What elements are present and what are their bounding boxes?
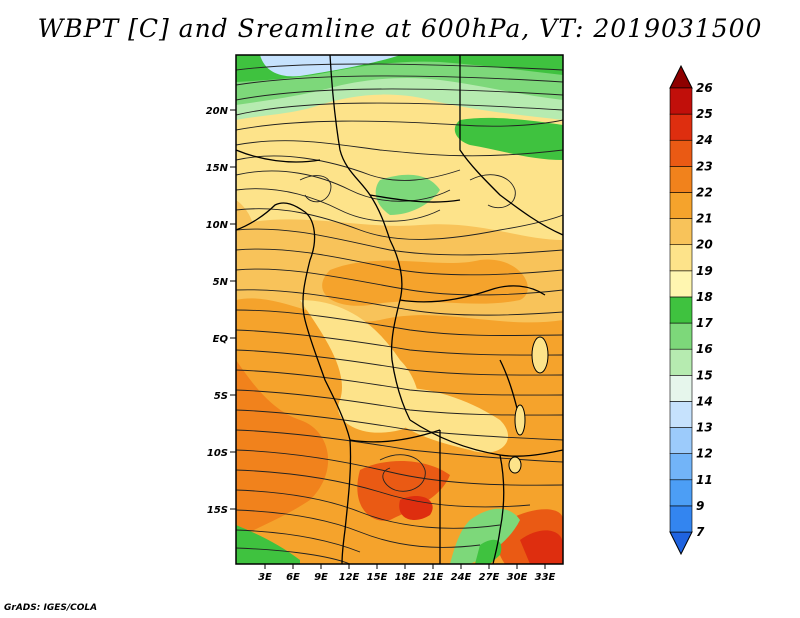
colorbar-segment: [669, 374, 693, 402]
lon-label-33e: 33E: [535, 572, 556, 583]
field-green-southeast: [450, 508, 520, 564]
colorbar-segment: [669, 348, 693, 376]
lon-label-6e: 6E: [286, 572, 300, 583]
colorbar-label: 26: [696, 81, 713, 95]
lat-label-15n: 15N: [206, 163, 229, 174]
latitude-axis: 20N 15N 10N 5N EQ 5S 10S 15S: [206, 106, 236, 516]
colorbar-arrow-low: [669, 531, 693, 556]
colorbar-label: 13: [696, 421, 713, 435]
colorbar-segment: [669, 113, 693, 141]
colorbar-label: 7: [696, 525, 705, 539]
colorbar-segment: [669, 479, 693, 507]
field-green-southwest: [236, 525, 300, 564]
colorbar-segment: [669, 296, 693, 324]
colorbar-segment: [669, 192, 693, 219]
map-area: [236, 55, 563, 564]
field-west-warm: [236, 200, 255, 255]
colorbar-segment: [669, 505, 693, 533]
colorbar: 7 9 11 12 13 14 15 16 17 18 19 20 21 22 23 24 25 26: [669, 64, 713, 556]
field-orange-region: [236, 298, 563, 564]
colorbar-segment: [669, 87, 693, 115]
colorbar-segment: [669, 453, 693, 481]
lon-label-30e: 30E: [507, 572, 528, 583]
colorbar-segment: [669, 270, 693, 298]
streamlines: [236, 63, 563, 564]
country-borders: [236, 55, 563, 564]
lat-label-10n: 10N: [206, 220, 229, 231]
lat-label-15s: 15S: [207, 505, 228, 516]
field-hot-southeast-core: [520, 530, 563, 564]
lakes: [508, 336, 549, 474]
colorbar-segment: [669, 166, 693, 193]
lat-label-5s: 5S: [214, 391, 228, 402]
lat-label-10s: 10S: [207, 448, 228, 459]
colorbar-segment: [669, 139, 693, 167]
colorbar-segment: [669, 244, 693, 272]
colorbar-label: 22: [696, 185, 713, 199]
lon-label-21e: 21E: [423, 572, 444, 583]
colorbar-label: 20: [696, 238, 713, 252]
field-deep-orange-west: [236, 360, 329, 540]
colorbar-label: 16: [696, 342, 713, 356]
field-yellow-east: [370, 387, 509, 453]
lon-label-12e: 12E: [339, 572, 360, 583]
colorbar-label: 11: [696, 473, 713, 487]
lon-label-9e: 9E: [314, 572, 328, 583]
colorbar-label: 23: [696, 159, 713, 173]
colorbar-label: 17: [696, 316, 713, 330]
lat-label-5n: 5N: [213, 277, 229, 288]
field-northeast-green: [454, 117, 563, 160]
credit-text: GrADS: IGES/COLA: [4, 603, 98, 613]
lon-label-18e: 18E: [395, 572, 416, 583]
colorbar-segment: [669, 322, 693, 350]
colorbar-segment: [669, 427, 693, 454]
field-red-south: [357, 460, 450, 521]
lon-label-15e: 15E: [367, 572, 388, 583]
lon-label-27e: 27E: [479, 572, 500, 583]
field-central-green: [375, 174, 440, 215]
longitude-axis: 3E 6E 9E 12E 15E 18E 21E 24E 27E 30E 33E: [258, 564, 556, 583]
lat-label-20n: 20N: [206, 106, 229, 117]
chart-title: WBPT [C] and Sreamline at 600hPa, VT: 20…: [37, 14, 763, 43]
colorbar-label: 21: [696, 212, 713, 226]
field-north-blue: [260, 55, 400, 77]
colorbar-label: 12: [696, 447, 713, 461]
map-frame: [235, 54, 564, 565]
colorbar-label: 24: [696, 133, 713, 147]
colorbar-label: 18: [696, 290, 713, 304]
colorbar-label: 25: [696, 107, 713, 121]
lat-label-eq: EQ: [213, 334, 229, 345]
colorbar-segment: [669, 401, 693, 428]
colorbar-segment: [669, 218, 693, 246]
colorbar-label: 19: [696, 264, 713, 278]
colorbar-label: 9: [696, 499, 704, 513]
colorbar-arrow-high: [669, 64, 693, 89]
field-red-core: [399, 495, 433, 520]
field-orange-patch: [322, 259, 528, 306]
lon-label-24e: 24E: [451, 572, 472, 583]
colorbar-label: 14: [696, 394, 713, 408]
lon-label-3e: 3E: [258, 572, 272, 583]
colorbar-label: 15: [696, 368, 713, 382]
